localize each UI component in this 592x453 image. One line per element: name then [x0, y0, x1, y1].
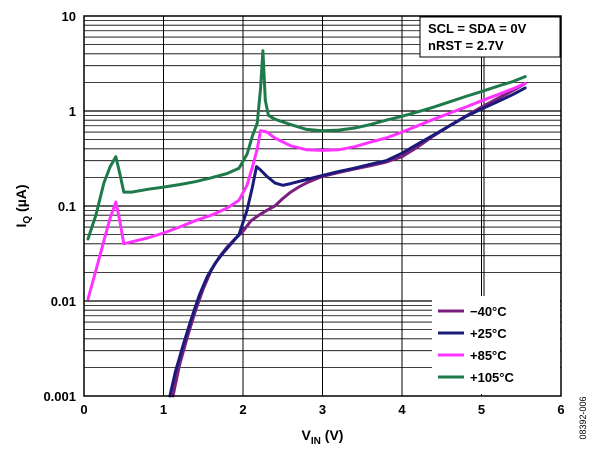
- y-tick-label: 0.1: [58, 199, 76, 214]
- legend-label-0: −40°C: [470, 304, 507, 319]
- y-tick-label: 0.001: [43, 389, 76, 404]
- y-axis-title-unit: (µA): [13, 184, 29, 215]
- x-axis-title-unit: (V): [321, 427, 344, 443]
- x-tick-label: 6: [557, 402, 564, 417]
- y-tick-label: 0.01: [51, 294, 76, 309]
- figure-id: 08392-006: [578, 396, 588, 439]
- x-tick-label: 0: [80, 402, 87, 417]
- series-lines: [86, 49, 527, 398]
- x-axis-title-sub: IN: [311, 436, 321, 447]
- annotation-box: [419, 16, 561, 58]
- annotation-nrst: nRST = 2.7V: [428, 38, 504, 53]
- y-tick-label: 1: [69, 104, 76, 119]
- y-axis-title: IQ (µA): [13, 184, 33, 227]
- plot-frame: [83, 15, 562, 397]
- legend-label-3: +105°C: [470, 370, 514, 385]
- series-line-2: [86, 81, 527, 301]
- tick-labels: 0 1 2 3 4 5 6 0.001 0.01 0.1 1 10: [43, 9, 564, 417]
- series-line-3: [86, 49, 527, 241]
- x-tick-label: 5: [478, 402, 485, 417]
- annotation-scl-sda: SCL = SDA = 0V: [428, 21, 527, 36]
- legend-label-1: +25°C: [470, 326, 507, 341]
- legend-label-2: +85°C: [470, 348, 507, 363]
- y-tick-label: 10: [62, 9, 76, 24]
- x-axis-title: VIN (V): [302, 427, 344, 447]
- x-tick-label: 1: [160, 402, 167, 417]
- plot-border: [83, 15, 562, 397]
- x-tick-label: 4: [398, 402, 406, 417]
- legend: −40°C +25°C +85°C +105°C: [432, 296, 560, 394]
- x-tick-label: 2: [239, 402, 246, 417]
- x-tick-label: 3: [319, 402, 326, 417]
- x-axis-title-main: V: [302, 427, 312, 443]
- series-line-1: [168, 86, 527, 398]
- y-axis-title-main: I: [13, 224, 29, 228]
- y-axis-title-sub: Q: [22, 216, 33, 224]
